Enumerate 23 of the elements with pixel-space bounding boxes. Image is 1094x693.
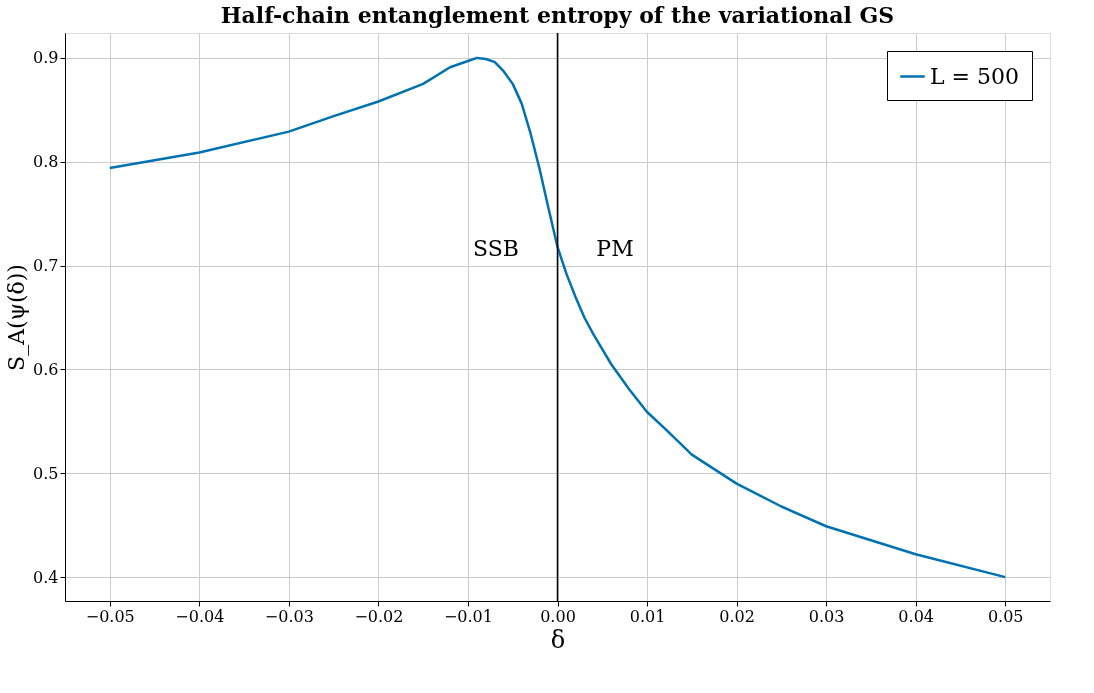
x-tick-label: 0.04 <box>898 606 934 626</box>
x-tick-label: 0.05 <box>987 606 1024 626</box>
x-tick-label: 0.02 <box>719 606 755 626</box>
y-tick-label: 0.8 <box>33 152 59 172</box>
x-tick-label: −0.05 <box>85 606 135 626</box>
x-tick-label: −0.02 <box>354 606 404 626</box>
x-tick-label: 0.00 <box>540 606 576 626</box>
x-tick-label: −0.01 <box>443 606 493 626</box>
y-tick-label: 0.4 <box>33 567 59 587</box>
x-tick-label: 0.03 <box>808 606 845 626</box>
y-axis-title: S_A(ψ(δ)) <box>4 264 30 371</box>
annotation: PM <box>596 236 634 261</box>
x-axis-title: δ <box>550 625 566 654</box>
y-tick-label: 0.6 <box>33 359 59 379</box>
x-tick-label: −0.04 <box>175 606 225 626</box>
legend-label: L = 500 <box>930 63 1020 89</box>
y-tick-label: 0.9 <box>33 48 59 68</box>
chart-title: Half-chain entanglement entropy of the variational GS <box>220 2 895 29</box>
y-tick-label: 0.5 <box>33 463 59 483</box>
x-tick-label: 0.01 <box>629 606 666 626</box>
x-tick-label: −0.03 <box>264 606 314 626</box>
annotation: SSB <box>473 236 519 261</box>
y-tick-label: 0.7 <box>33 256 59 276</box>
